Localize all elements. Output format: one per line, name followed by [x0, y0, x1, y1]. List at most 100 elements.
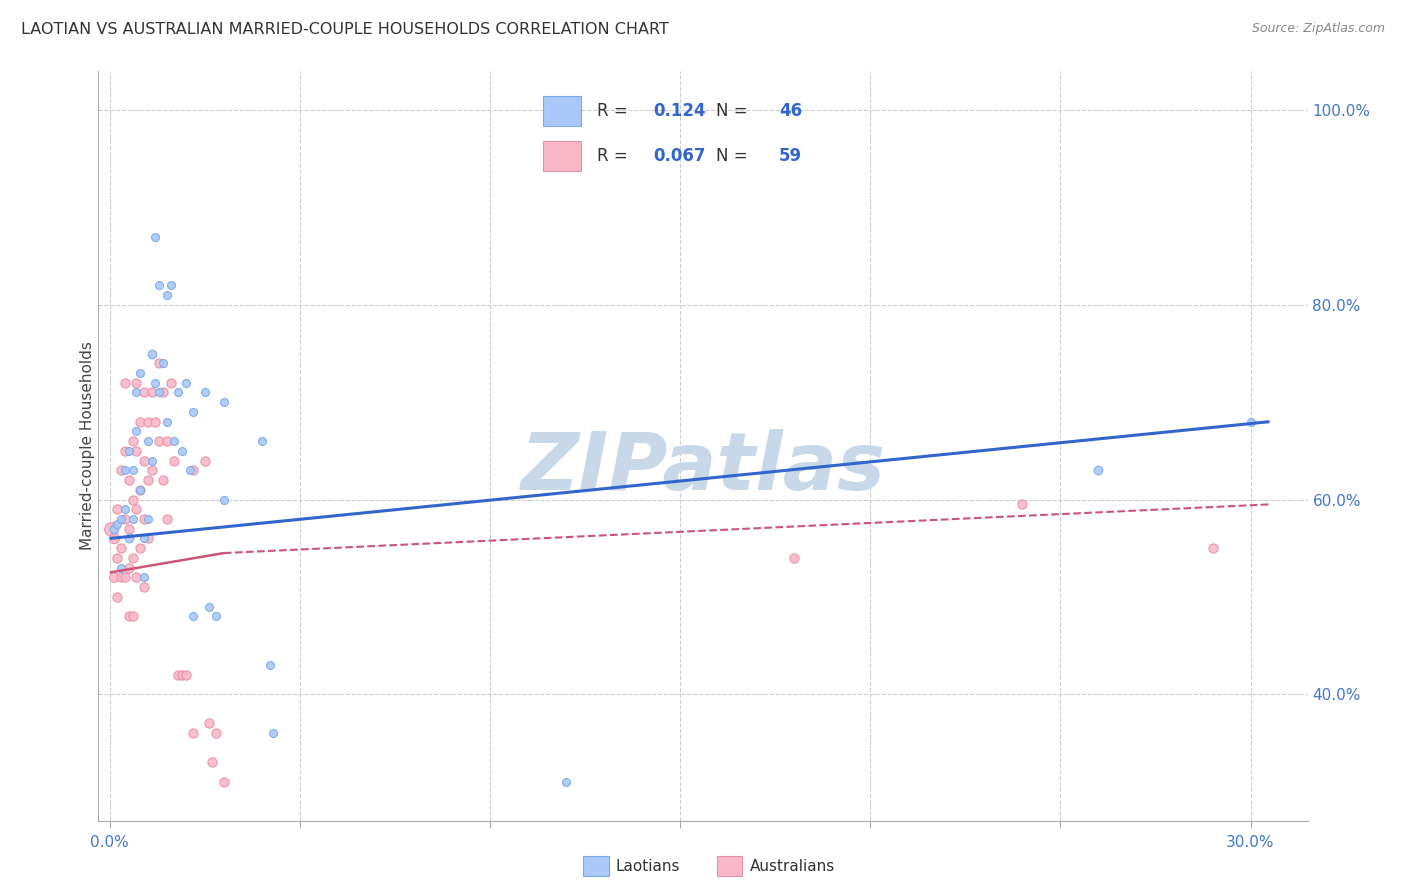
Text: 0.0%: 0.0% — [90, 835, 129, 850]
Point — [121, 492, 143, 507]
Point — [174, 376, 197, 390]
Point — [170, 667, 193, 681]
Text: 30.0%: 30.0% — [1226, 835, 1275, 850]
Point — [125, 376, 148, 390]
Text: Laotians: Laotians — [616, 859, 681, 873]
Point — [125, 385, 148, 400]
Point — [145, 229, 167, 244]
Point — [114, 512, 136, 526]
Point — [132, 580, 155, 594]
Text: Australians: Australians — [749, 859, 835, 873]
Point — [159, 278, 181, 293]
Point — [129, 483, 152, 497]
Point — [156, 288, 179, 302]
Point — [259, 657, 281, 672]
Point — [121, 434, 143, 449]
Point — [1011, 497, 1033, 511]
Point — [132, 532, 155, 546]
Point — [110, 560, 132, 574]
Point — [201, 756, 224, 770]
Point — [250, 434, 273, 449]
Point — [110, 541, 132, 556]
Point — [118, 532, 141, 546]
Point — [121, 463, 143, 477]
Point — [783, 550, 806, 565]
Point — [174, 667, 197, 681]
Point — [100, 522, 122, 536]
Point — [103, 570, 125, 584]
Point — [183, 609, 205, 624]
Text: Source: ZipAtlas.com: Source: ZipAtlas.com — [1251, 22, 1385, 36]
Point — [114, 443, 136, 458]
Point — [262, 726, 284, 740]
Point — [118, 473, 141, 487]
Point — [212, 492, 235, 507]
Point — [159, 376, 181, 390]
Point — [179, 463, 201, 477]
Point — [107, 502, 129, 516]
Point — [152, 473, 174, 487]
Point — [183, 405, 205, 419]
Point — [205, 609, 228, 624]
Point — [212, 395, 235, 409]
Point — [132, 570, 155, 584]
Point — [129, 541, 152, 556]
Text: ZIPatlas: ZIPatlas — [520, 429, 886, 508]
Text: LAOTIAN VS AUSTRALIAN MARRIED-COUPLE HOUSEHOLDS CORRELATION CHART: LAOTIAN VS AUSTRALIAN MARRIED-COUPLE HOU… — [21, 22, 669, 37]
Point — [136, 434, 159, 449]
Point — [1201, 541, 1223, 556]
Point — [107, 590, 129, 604]
Point — [110, 512, 132, 526]
Point — [148, 434, 170, 449]
Point — [110, 570, 132, 584]
Point — [121, 512, 143, 526]
Point — [163, 434, 186, 449]
Point — [1087, 463, 1109, 477]
Point — [136, 415, 159, 429]
Point — [118, 609, 141, 624]
Point — [136, 473, 159, 487]
Point — [145, 415, 167, 429]
Point — [141, 463, 163, 477]
Point — [194, 453, 217, 467]
Point — [156, 415, 179, 429]
Point — [197, 716, 219, 731]
Point — [148, 385, 170, 400]
Point — [132, 512, 155, 526]
Point — [125, 443, 148, 458]
Point — [167, 667, 190, 681]
Point — [114, 463, 136, 477]
Point — [114, 570, 136, 584]
Point — [170, 443, 193, 458]
Point — [121, 609, 143, 624]
Point — [107, 550, 129, 565]
Point — [118, 560, 141, 574]
Point — [121, 550, 143, 565]
Point — [141, 453, 163, 467]
Point — [156, 512, 179, 526]
Point — [152, 385, 174, 400]
Point — [205, 726, 228, 740]
Point — [107, 516, 129, 531]
Point — [129, 483, 152, 497]
Point — [141, 346, 163, 360]
Point — [197, 599, 219, 614]
Point — [148, 278, 170, 293]
Point — [125, 425, 148, 439]
Point — [110, 463, 132, 477]
Point — [145, 376, 167, 390]
Point — [555, 774, 578, 789]
Point — [125, 570, 148, 584]
Point — [194, 385, 217, 400]
Point — [114, 376, 136, 390]
Point — [136, 532, 159, 546]
Point — [136, 512, 159, 526]
Point — [103, 532, 125, 546]
Point — [152, 356, 174, 370]
Point — [183, 463, 205, 477]
Point — [114, 502, 136, 516]
Point — [103, 522, 125, 536]
Point — [156, 434, 179, 449]
Point — [163, 453, 186, 467]
Point — [183, 726, 205, 740]
